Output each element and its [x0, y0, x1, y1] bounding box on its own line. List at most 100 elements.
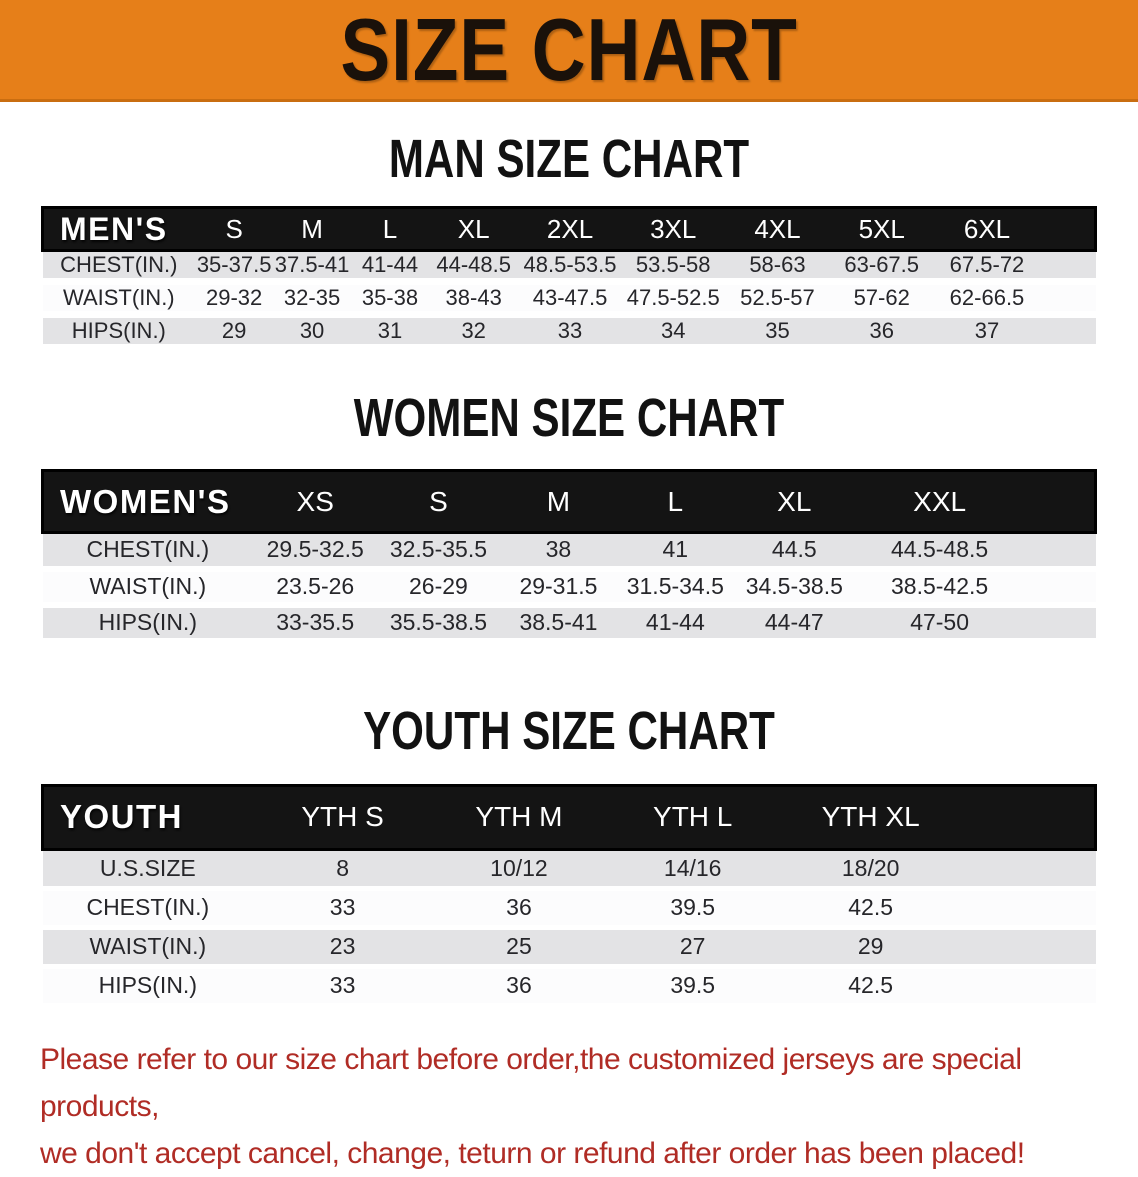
women-size-table: WOMEN'S XS S M L XL XXL CHEST(IN.) 29.5-32.5 32.5… — [41, 469, 1097, 644]
men-measurement-row: HIPS(IN.) 29 30 31 32 33 34 35 36 37 — [42, 314, 1096, 351]
spacer-cell — [1023, 469, 1097, 534]
size-value-cell: 35-37.5 — [195, 250, 274, 285]
men-measurement-row: CHEST(IN.) 35-37.5 37.5-41 41-44 44-48.5 48.5… — [42, 250, 1096, 285]
size-value-cell: 10/12 — [432, 849, 606, 891]
size-value-cell: 25 — [432, 927, 606, 969]
youth-size-column-header: YTH M — [432, 783, 606, 851]
spacer-cell — [1023, 532, 1096, 572]
size-value-cell: 35.5-38.5 — [377, 604, 500, 644]
youth-size-column-header: YTH S — [253, 783, 433, 851]
youth-measurement-row: HIPS(IN.) 33 36 39.5 42.5 — [42, 966, 1096, 1008]
size-value-cell: 36 — [432, 966, 606, 1008]
size-value-cell: 35 — [724, 314, 831, 351]
size-value-cell: 42.5 — [779, 888, 962, 930]
size-value-cell: 42.5 — [779, 966, 962, 1008]
size-value-cell: 38.5-42.5 — [855, 568, 1024, 608]
row-label: U.S.SIZE — [42, 849, 254, 891]
spacer-cell — [1023, 604, 1096, 644]
banner-title: SIZE CHART — [340, 0, 798, 99]
size-value-cell: 29 — [195, 314, 274, 351]
men-chart-title: MAN SIZE CHART — [388, 129, 750, 189]
size-value-cell: 33 — [518, 314, 622, 351]
women-size-column-header: L — [617, 469, 734, 534]
men-size-column-header: 5XL — [830, 206, 934, 252]
men-table-header-row: MEN'S S M L XL 2XL 3XL 4XL 5XL 6XL — [41, 206, 1097, 252]
size-value-cell: 18/20 — [779, 849, 962, 891]
spacer-cell — [1040, 250, 1096, 285]
row-label: CHEST(IN.) — [42, 888, 254, 930]
size-value-cell: 29 — [779, 927, 962, 969]
size-value-cell: 41-44 — [617, 604, 734, 644]
footnote-line-1: Please refer to our size chart before or… — [40, 1042, 1022, 1123]
men-size-column-header: 3XL — [621, 206, 725, 252]
size-value-cell: 33-35.5 — [253, 604, 378, 644]
size-value-cell: 33 — [253, 966, 433, 1008]
size-value-cell: 47.5-52.5 — [621, 281, 725, 318]
men-table-title: MEN'S — [41, 206, 196, 252]
women-table-header-row: WOMEN'S XS S M L XL XXL — [41, 469, 1097, 534]
size-value-cell: 62-66.5 — [933, 281, 1041, 318]
size-value-cell: 36 — [830, 314, 934, 351]
spacer-cell — [961, 927, 1096, 969]
row-label: WAIST(IN.) — [42, 281, 196, 318]
row-label: CHEST(IN.) — [42, 532, 254, 572]
spacer-cell — [1040, 314, 1096, 351]
spacer-cell — [961, 783, 1097, 851]
youth-size-column-header: YTH XL — [779, 783, 962, 851]
men-measurement-row: WAIST(IN.) 29-32 32-35 35-38 38-43 43-47.5 47.… — [42, 281, 1096, 318]
size-value-cell: 39.5 — [605, 966, 780, 1008]
spacer-cell — [961, 888, 1096, 930]
footnote-line-2: we don't accept cancel, change, teturn o… — [40, 1136, 1025, 1170]
youth-size-column-header: YTH L — [605, 783, 780, 851]
size-value-cell: 31.5-34.5 — [617, 568, 734, 608]
size-value-cell: 44.5 — [733, 532, 856, 572]
size-value-cell: 44-48.5 — [428, 250, 519, 285]
size-value-cell: 52.5-57 — [724, 281, 831, 318]
women-size-column-header: XL — [733, 469, 856, 534]
size-value-cell: 35-38 — [351, 281, 429, 318]
men-size-column-header: M — [273, 206, 352, 252]
women-size-column-header: S — [377, 469, 500, 534]
size-value-cell: 44.5-48.5 — [855, 532, 1024, 572]
size-value-cell: 29-31.5 — [499, 568, 618, 608]
men-size-column-header: 2XL — [518, 206, 622, 252]
size-value-cell: 23 — [253, 927, 433, 969]
size-value-cell: 32.5-35.5 — [377, 532, 500, 572]
row-label: CHEST(IN.) — [42, 250, 196, 285]
banner: SIZE CHART — [0, 0, 1138, 102]
spacer-cell — [961, 966, 1096, 1008]
size-value-cell: 53.5-58 — [621, 250, 725, 285]
footnote: Please refer to our size chart before or… — [40, 1036, 1118, 1177]
row-label: WAIST(IN.) — [42, 568, 254, 608]
size-value-cell: 58-63 — [724, 250, 831, 285]
size-value-cell: 33 — [253, 888, 433, 930]
size-value-cell: 37 — [933, 314, 1041, 351]
women-chart-title: WOMEN SIZE CHART — [353, 388, 785, 448]
size-value-cell: 38 — [499, 532, 618, 572]
row-label: WAIST(IN.) — [42, 927, 254, 969]
spacer-cell — [1040, 206, 1097, 252]
size-value-cell: 34.5-38.5 — [733, 568, 856, 608]
size-value-cell: 41-44 — [351, 250, 429, 285]
size-value-cell: 29.5-32.5 — [253, 532, 378, 572]
spacer-cell — [961, 849, 1096, 891]
youth-chart-title: YOUTH SIZE CHART — [363, 700, 775, 761]
youth-size-table: YOUTH YTH S YTH M YTH L YTH XL U.S.SIZE 8 10/12… — [41, 783, 1097, 1008]
size-value-cell: 38-43 — [428, 281, 519, 318]
size-value-cell: 31 — [351, 314, 429, 351]
size-value-cell: 63-67.5 — [830, 250, 934, 285]
charts-container: MAN SIZE CHART MEN'S S M L XL 2XL 3XL 4XL 5XL 6XL… — [0, 132, 1138, 1008]
size-value-cell: 57-62 — [830, 281, 934, 318]
youth-table-header-row: YOUTH YTH S YTH M YTH L YTH XL — [41, 783, 1097, 851]
youth-size-section: YOUTH SIZE CHART YOUTH YTH S YTH M YTH L YTH… — [0, 704, 1138, 1008]
youth-table-title: YOUTH — [41, 783, 254, 851]
size-value-cell: 26-29 — [377, 568, 500, 608]
men-size-column-header: S — [195, 206, 274, 252]
size-value-cell: 23.5-26 — [253, 568, 378, 608]
row-label: HIPS(IN.) — [42, 314, 196, 351]
size-value-cell: 47-50 — [855, 604, 1024, 644]
size-value-cell: 44-47 — [733, 604, 856, 644]
size-value-cell: 43-47.5 — [518, 281, 622, 318]
women-table-title: WOMEN'S — [41, 469, 254, 534]
